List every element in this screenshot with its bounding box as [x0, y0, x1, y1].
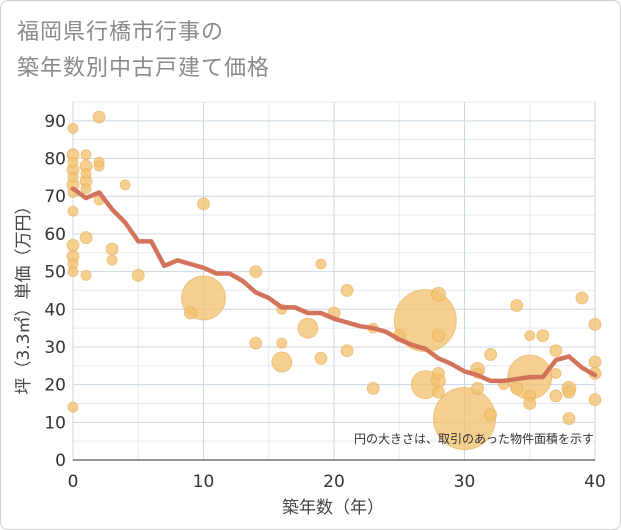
data-point — [588, 317, 602, 331]
data-point — [80, 168, 92, 180]
x-tick-label: 40 — [584, 472, 606, 492]
data-point — [510, 298, 524, 312]
data-point — [315, 258, 327, 270]
data-point — [550, 367, 562, 379]
data-point — [549, 389, 563, 403]
y-tick-label: 50 — [44, 263, 66, 283]
data-point — [562, 412, 576, 426]
data-point — [549, 344, 563, 358]
y-axis-label: 坪（3.3㎡）単価（万円） — [14, 197, 34, 394]
data-point — [67, 122, 79, 134]
y-tick-label: 30 — [44, 338, 66, 358]
title-line-2: 築年数別中古戸建て価格 — [17, 56, 271, 81]
data-point — [523, 396, 537, 410]
x-tick-label: 20 — [323, 472, 345, 492]
data-point — [93, 160, 105, 172]
data-point — [524, 330, 536, 342]
data-point — [588, 393, 602, 407]
data-point — [249, 336, 263, 350]
data-point — [119, 179, 131, 191]
data-point — [536, 329, 550, 343]
data-point — [66, 238, 80, 252]
data-point — [484, 347, 498, 361]
data-point — [197, 197, 210, 211]
data-point — [297, 317, 319, 339]
data-point — [105, 242, 119, 256]
data-point — [106, 254, 118, 266]
data-point — [67, 266, 79, 278]
data-point — [67, 401, 79, 413]
y-tick-label: 90 — [44, 112, 66, 132]
data-point — [67, 156, 79, 168]
x-tick-label: 0 — [68, 472, 79, 492]
axes: 0 10 20 30 40 0 10 20 30 40 50 60 70 80 90 — [44, 112, 605, 492]
data-point — [588, 355, 602, 369]
data-point — [562, 385, 576, 399]
data-point — [249, 265, 263, 279]
chart-title: 福岡県行橋市行事の 築年数別中古戸建て価格 — [17, 15, 270, 87]
data-point — [430, 286, 446, 302]
y-tick-label: 10 — [44, 413, 66, 433]
data-point — [471, 381, 485, 395]
data-point — [80, 183, 92, 195]
x-tick-label: 30 — [454, 472, 476, 492]
data-point — [80, 269, 92, 281]
title-line-1: 福岡県行橋市行事の — [17, 20, 225, 45]
bubble-size-note: 円の大きさは、取引のあった物件面積を示す — [354, 431, 594, 446]
data-point — [271, 351, 293, 373]
data-point — [431, 329, 445, 343]
data-point — [431, 385, 445, 399]
data-point — [340, 344, 354, 358]
data-point — [131, 268, 145, 282]
x-axis-label: 築年数（年） — [282, 498, 384, 518]
data-point — [575, 291, 589, 305]
data-point — [92, 110, 106, 124]
y-tick-label: 40 — [44, 300, 66, 320]
data-point — [314, 351, 328, 365]
y-tick-label: 60 — [44, 225, 66, 245]
average-line-series — [70, 186, 598, 384]
y-tick-label: 20 — [44, 376, 66, 396]
data-point — [80, 149, 92, 161]
data-point — [79, 231, 93, 245]
y-tick-label: 70 — [44, 187, 66, 207]
data-point — [340, 283, 354, 297]
data-point — [431, 366, 445, 380]
x-tick-label: 10 — [193, 472, 215, 492]
data-point — [67, 205, 79, 217]
grid — [72, 101, 596, 461]
y-tick-label: 80 — [44, 150, 66, 170]
data-point — [510, 381, 524, 395]
data-point — [67, 171, 79, 183]
data-point — [484, 408, 498, 422]
data-point — [276, 337, 288, 349]
average-line — [70, 186, 598, 384]
data-point — [183, 306, 197, 320]
data-point — [366, 381, 380, 395]
y-tick-label: 0 — [55, 451, 66, 471]
bubble-series — [66, 110, 602, 451]
